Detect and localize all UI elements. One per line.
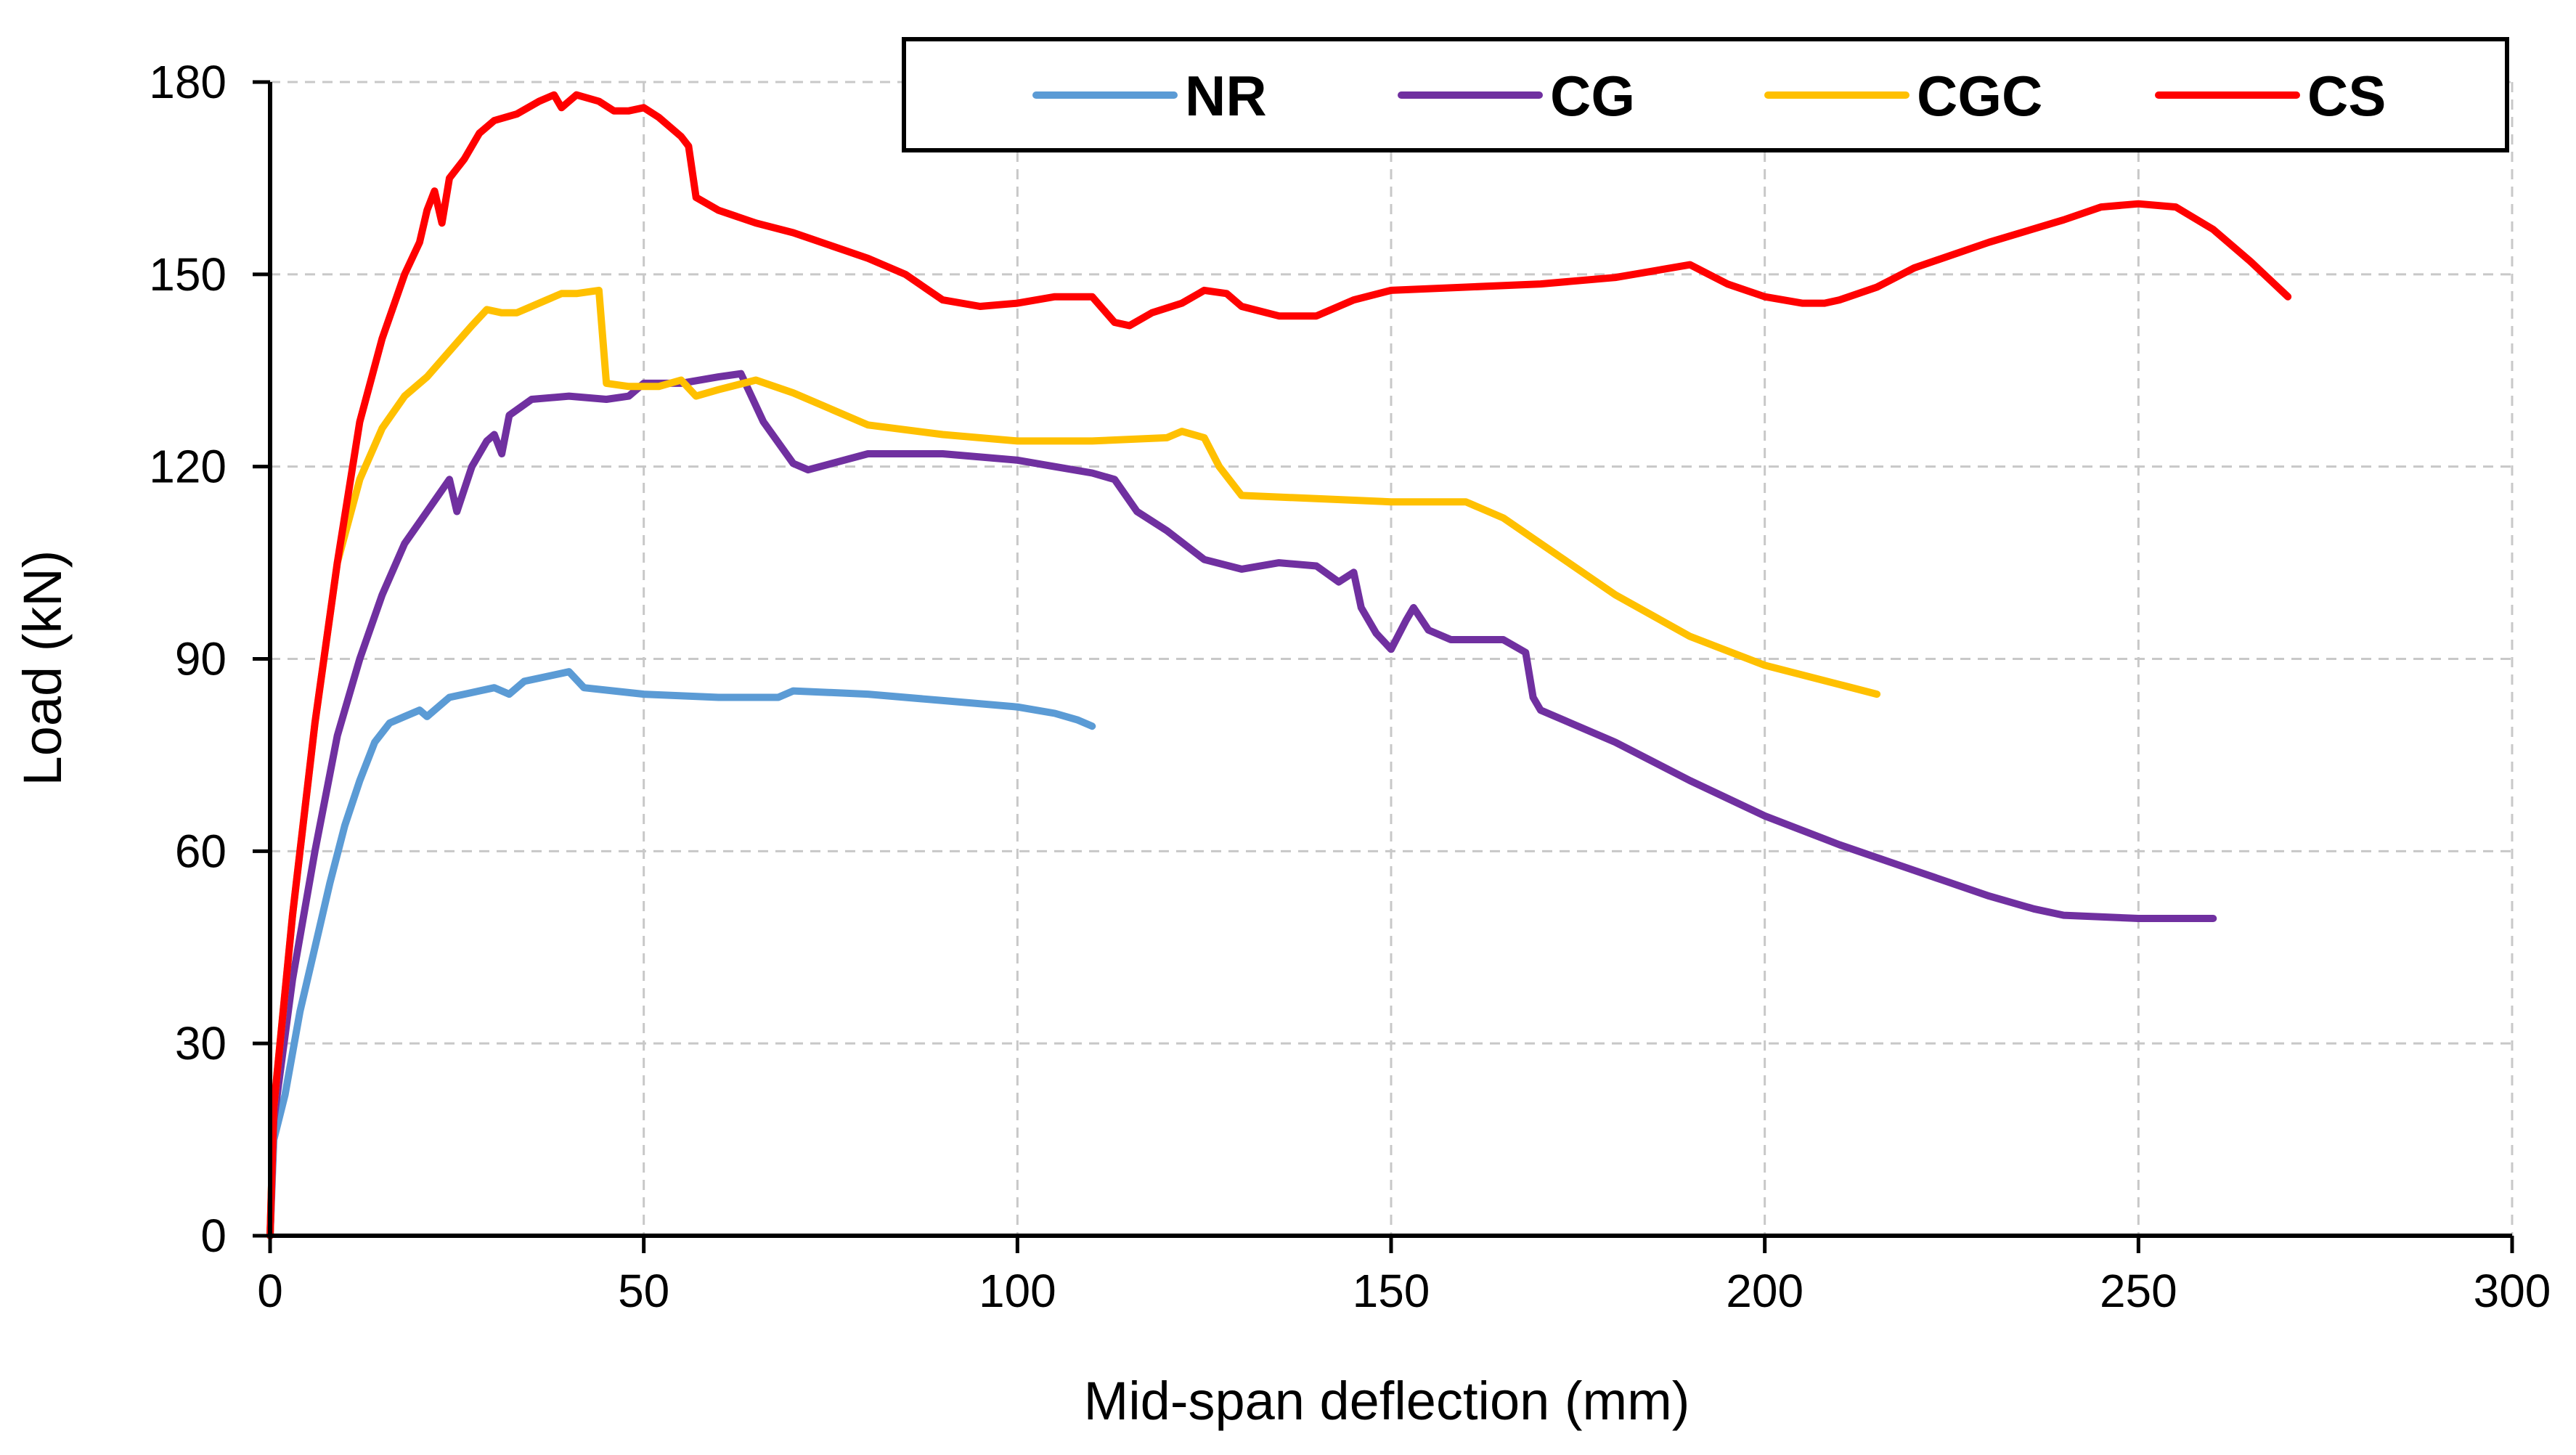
series-line-nr [266, 668, 1096, 1239]
axes: 0 30 60 90 120 150 180 0 50 100 150 200 250 300 [149, 56, 2551, 1317]
y-tick-label: 60 [175, 825, 227, 877]
legend: NR CG CGC CS [902, 37, 2509, 152]
series-lines [266, 91, 2292, 1239]
y-tick-label: 120 [149, 441, 227, 493]
y-tick-label: 0 [200, 1210, 227, 1262]
series-line-cgc [266, 286, 1881, 1239]
y-axis-title: Load (kN) [12, 550, 73, 786]
series-line-cs [266, 91, 2292, 1239]
series-line-cg [266, 370, 2217, 1239]
y-tick-label: 90 [175, 633, 227, 685]
x-tick-label: 250 [2100, 1265, 2177, 1317]
y-tick-label: 180 [149, 56, 227, 108]
gridlines [270, 81, 2514, 1236]
x-tick-label: 200 [1726, 1265, 1803, 1317]
legend-label-cgc: CGC [1917, 64, 2042, 128]
legend-label-cs: CS [2307, 64, 2386, 128]
legend-label-cg: CG [1550, 64, 1635, 128]
x-tick-label: 100 [979, 1265, 1056, 1317]
x-tick-label: 50 [618, 1265, 669, 1317]
y-tick-label: 150 [149, 248, 227, 301]
x-tick-label: 150 [1353, 1265, 1430, 1317]
x-axis-title: Mid-span deflection (mm) [1084, 1371, 1690, 1431]
y-tick-label: 30 [175, 1017, 227, 1069]
x-tick-label: 300 [2474, 1265, 2551, 1317]
legend-label-nr: NR [1185, 64, 1267, 128]
x-tick-label: 0 [257, 1265, 283, 1317]
